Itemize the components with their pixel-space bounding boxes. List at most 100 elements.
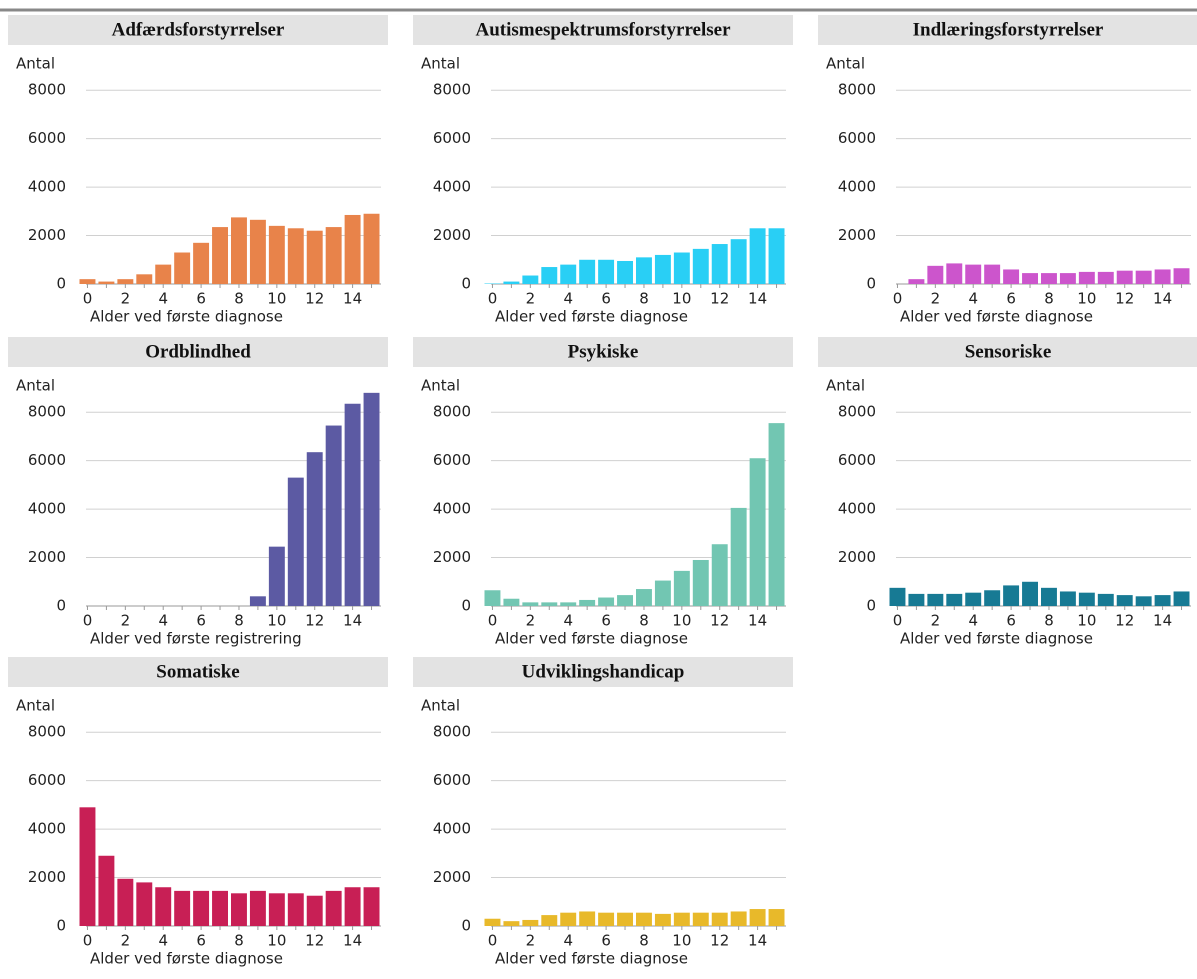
bar: [364, 887, 380, 926]
bar: [579, 600, 595, 606]
bar: [288, 478, 304, 606]
x-tick-label: 8: [1044, 612, 1054, 630]
x-tick-label: 6: [601, 290, 611, 308]
panel-title: Adfærdsforstyrrelser: [112, 19, 285, 40]
bar: [250, 596, 266, 606]
x-tick-label: 6: [601, 932, 611, 950]
x-tick-label: 4: [563, 612, 573, 630]
x-axis-label: Alder ved første diagnose: [90, 950, 283, 968]
panel-title: Autismespektrumsforstyrrelser: [475, 19, 731, 40]
bar: [1003, 585, 1019, 606]
bar: [560, 913, 576, 926]
bar: [136, 274, 152, 284]
bar: [1174, 591, 1190, 606]
bar: [560, 265, 576, 284]
bar: [1098, 594, 1114, 606]
x-tick-label: 2: [121, 932, 131, 950]
x-tick-label: 2: [526, 612, 536, 630]
x-tick-label: 0: [488, 932, 498, 950]
bar: [250, 891, 266, 926]
x-axis-label: Alder ved første diagnose: [90, 308, 283, 326]
y-tick-label: 0: [461, 275, 471, 293]
bar: [636, 589, 652, 606]
y-tick-label: 6000: [838, 451, 876, 469]
bar: [307, 896, 323, 926]
y-tick-label: 0: [461, 917, 471, 935]
bar: [98, 282, 114, 284]
x-tick-label: 2: [121, 290, 131, 308]
bar: [655, 914, 671, 926]
x-tick-label: 14: [748, 932, 767, 950]
x-tick-label: 14: [1153, 612, 1172, 630]
bar: [769, 909, 785, 926]
x-tick-label: 12: [710, 932, 729, 950]
bar: [1174, 268, 1190, 284]
x-tick-label: 2: [121, 612, 131, 630]
y-axis-label: Antal: [421, 55, 460, 73]
y-tick-label: 6000: [28, 129, 66, 147]
x-tick-label: 8: [234, 290, 244, 308]
y-tick-label: 8000: [28, 81, 66, 99]
bar: [560, 602, 576, 606]
x-tick-label: 10: [267, 290, 286, 308]
panel-title: Psykiske: [568, 341, 639, 362]
bar: [579, 911, 595, 926]
bar: [541, 915, 557, 926]
bar: [1060, 273, 1076, 284]
y-tick-label: 0: [56, 917, 66, 935]
bar: [155, 887, 171, 926]
bar: [326, 891, 342, 926]
y-tick-label: 4000: [28, 500, 66, 518]
x-tick-label: 10: [1077, 612, 1096, 630]
x-tick-label: 14: [748, 612, 767, 630]
x-tick-label: 6: [196, 290, 206, 308]
bar: [364, 214, 380, 284]
bar: [117, 879, 133, 926]
y-tick-label: 4000: [838, 500, 876, 518]
bar: [927, 594, 943, 606]
x-tick-label: 10: [1077, 290, 1096, 308]
x-tick-label: 2: [931, 612, 941, 630]
x-tick-label: 0: [83, 932, 93, 950]
x-tick-label: 10: [672, 290, 691, 308]
bar: [503, 599, 519, 606]
y-tick-label: 2000: [838, 226, 876, 244]
bar: [269, 893, 285, 926]
bar: [364, 393, 380, 606]
bar: [80, 807, 96, 926]
x-axis-label: Alder ved første diagnose: [900, 630, 1093, 648]
bar: [655, 581, 671, 606]
bar: [750, 458, 766, 606]
x-tick-label: 8: [639, 612, 649, 630]
bar: [984, 590, 1000, 606]
bar: [674, 253, 690, 284]
x-tick-label: 10: [672, 612, 691, 630]
x-tick-label: 12: [1115, 612, 1134, 630]
x-tick-label: 12: [1115, 290, 1134, 308]
bar: [269, 547, 285, 606]
y-tick-label: 8000: [433, 403, 471, 421]
bar: [1079, 593, 1095, 606]
bar: [503, 282, 519, 284]
x-tick-label: 2: [931, 290, 941, 308]
x-tick-label: 8: [234, 612, 244, 630]
bar: [598, 260, 614, 284]
bar: [193, 243, 209, 284]
bar: [617, 261, 633, 284]
bar: [1155, 595, 1171, 606]
y-axis-label: Antal: [421, 697, 460, 715]
y-axis-label: Antal: [826, 55, 865, 73]
bar: [712, 244, 728, 284]
y-tick-label: 8000: [838, 81, 876, 99]
x-tick-label: 0: [893, 290, 903, 308]
x-axis-label: Alder ved første diagnose: [495, 630, 688, 648]
panel-title: Somatiske: [156, 661, 239, 682]
bar: [965, 593, 981, 606]
x-tick-label: 6: [1006, 612, 1016, 630]
bar: [1136, 271, 1152, 284]
y-tick-label: 4000: [28, 820, 66, 838]
y-tick-label: 6000: [838, 129, 876, 147]
y-tick-label: 2000: [28, 226, 66, 244]
y-tick-label: 2000: [28, 548, 66, 566]
x-tick-label: 8: [1044, 290, 1054, 308]
